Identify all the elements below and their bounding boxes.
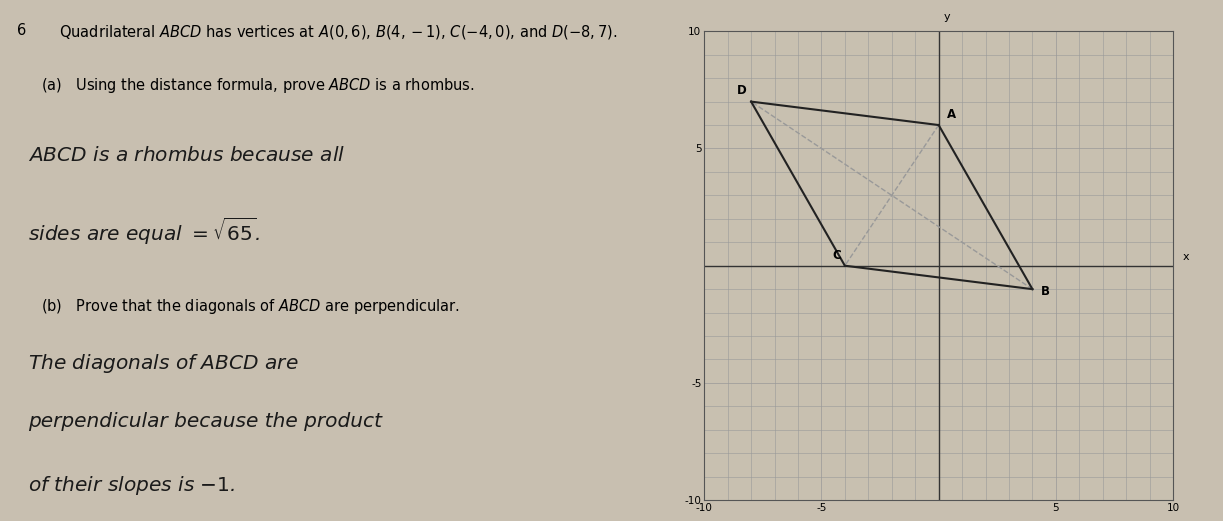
Text: B: B xyxy=(1041,285,1049,298)
Text: 6: 6 xyxy=(17,23,27,39)
Text: perpendicular because the product: perpendicular because the product xyxy=(28,412,382,430)
Text: D: D xyxy=(737,84,747,97)
Text: C: C xyxy=(832,249,840,262)
Text: y: y xyxy=(943,12,950,22)
Text: The diagonals of $ABCD$ are: The diagonals of $ABCD$ are xyxy=(28,352,298,375)
Text: of their slopes is $-1$.: of their slopes is $-1$. xyxy=(28,474,235,497)
Text: $ABCD$ is a rhombus because all: $ABCD$ is a rhombus because all xyxy=(28,146,345,165)
Text: (a)   Using the distance formula, prove $ABCD$ is a rhombus.: (a) Using the distance formula, prove $A… xyxy=(42,76,475,94)
Text: Quadrilateral $ABCD$ has vertices at $A(0,6)$, $B(4,-1)$, $C(-4,0)$, and $D(-8,7: Quadrilateral $ABCD$ has vertices at $A(… xyxy=(59,23,618,42)
Text: x: x xyxy=(1183,252,1189,262)
Text: (b)   Prove that the diagonals of $ABCD$ are perpendicular.: (b) Prove that the diagonals of $ABCD$ a… xyxy=(42,297,461,316)
Text: sides are equal $= \sqrt{65}$.: sides are equal $= \sqrt{65}$. xyxy=(28,216,259,247)
Text: A: A xyxy=(947,108,956,121)
